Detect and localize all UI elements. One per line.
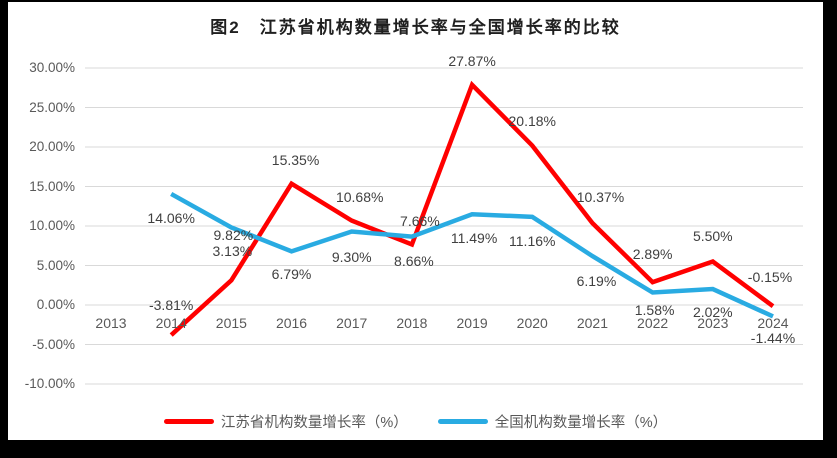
x-tick-label: 2016: [275, 315, 308, 331]
data-label-series1: 9.30%: [331, 248, 372, 265]
data-label-series0: 10.37%: [576, 189, 625, 206]
plot-svg: [85, 67, 803, 385]
legend-line-swatch: [437, 418, 488, 424]
y-tick-label: 30.00%: [29, 60, 75, 75]
data-label-series1: 1.58%: [634, 301, 675, 318]
data-label-series1: 6.19%: [576, 273, 617, 290]
series-line-1: [170, 191, 774, 319]
x-tick-label: 2013: [95, 315, 127, 331]
data-label-series0: 7.66%: [400, 213, 440, 230]
x-tick-label: 2017: [336, 315, 368, 331]
y-tick-label: 10.00%: [29, 218, 75, 233]
y-tick-label: 15.00%: [29, 178, 75, 194]
y-tick-label: 0.00%: [36, 297, 75, 312]
data-label-series1: 6.79%: [271, 266, 312, 283]
x-tick-label: 2023: [697, 315, 729, 331]
legend-label: 全国机构数量增长率（%）: [494, 414, 668, 431]
data-label-series0: 2.89%: [632, 246, 673, 263]
x-tick-label: 2022: [637, 315, 669, 331]
legend-item-1: 全国机构数量增长率（%）: [437, 411, 668, 432]
data-label-series0: -3.81%: [148, 297, 194, 314]
data-label-series0: 10.68%: [335, 188, 384, 205]
chart-title: 图2 江苏省机构数量增长率与全国增长率的比较: [210, 18, 621, 37]
data-label-series1: 8.66%: [394, 252, 434, 269]
y-tick-label: 25.00%: [29, 99, 75, 115]
x-tick-label: 2019: [456, 315, 488, 331]
data-label-series0: 3.13%: [212, 243, 253, 260]
data-label-series0: 15.35%: [271, 151, 320, 168]
x-tick-label: 2015: [215, 315, 247, 331]
x-tick-label: 2021: [576, 315, 609, 331]
data-label-series1: 11.16%: [509, 232, 556, 249]
data-label-series1: 9.82%: [213, 227, 254, 244]
x-tick-label: 2024: [757, 315, 789, 331]
legend-line-swatch: [163, 418, 214, 424]
data-label-series1: 14.06%: [147, 209, 195, 226]
y-tick-label: 20.00%: [29, 139, 75, 154]
x-tick-label: 2020: [516, 315, 548, 331]
data-label-series1: 2.02%: [692, 304, 733, 321]
y-tick-label: -10.00%: [24, 376, 75, 391]
y-tick-label: 5.00%: [36, 257, 75, 273]
series-line-0: [169, 80, 775, 337]
y-tick-label: -5.00%: [32, 336, 75, 352]
legend: 江苏省机构数量增长率（%） 全国机构数量增长率（%）: [8, 410, 823, 432]
data-label-series0: 20.18%: [508, 112, 556, 129]
data-label-series0: 5.50%: [692, 227, 733, 244]
legend-label: 江苏省机构数量增长率（%）: [220, 414, 408, 431]
data-label-series1: 11.49%: [450, 230, 498, 247]
x-tick-label: 2014: [155, 315, 187, 331]
data-label-series0: 27.87%: [448, 52, 496, 69]
x-tick-label: 2018: [396, 315, 428, 331]
legend-item-0: 江苏省机构数量增长率（%）: [163, 411, 408, 432]
chart-area: 图2 江苏省机构数量增长率与全国增长率的比较 30.00% 25.00% 20.00…: [8, 2, 823, 440]
data-label-series1: -1.44%: [750, 330, 796, 347]
data-label-series0: -0.15%: [747, 269, 793, 286]
